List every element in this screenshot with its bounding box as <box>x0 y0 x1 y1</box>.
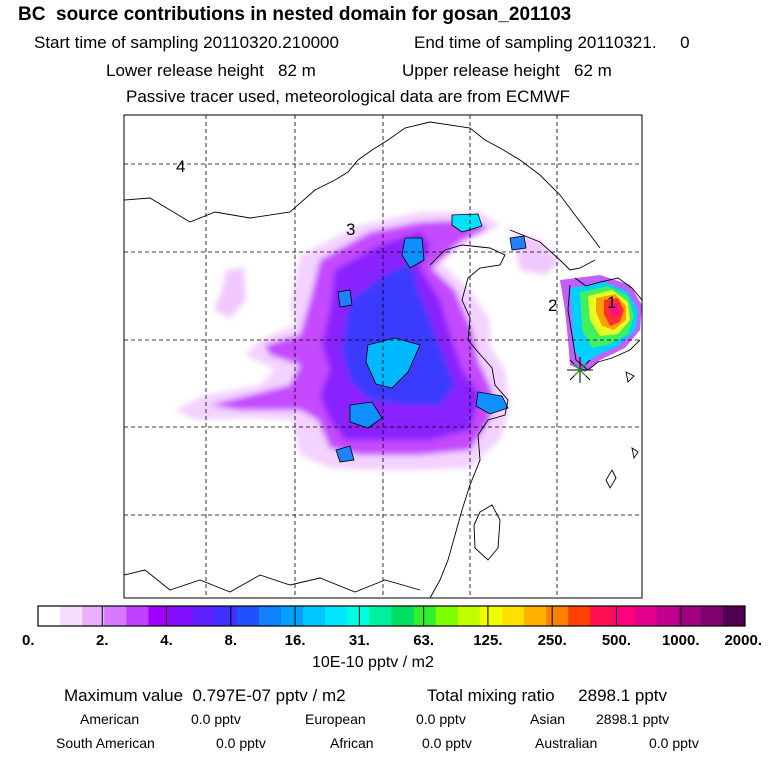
lower-release-height: Lower release height 82 m <box>106 61 316 80</box>
coastline <box>509 229 596 271</box>
coastline <box>631 447 639 460</box>
patch <box>451 213 483 233</box>
region-label-3: 3 <box>346 220 355 239</box>
map-frame <box>123 114 643 599</box>
colorbar-tick-label: 500. <box>601 632 632 649</box>
upper-release-height: Upper release height 62 m <box>402 61 612 80</box>
colorbar-tick-label: 125. <box>473 632 503 649</box>
colorbar-swatch <box>435 606 459 626</box>
colorbar-swatch <box>170 606 194 626</box>
cyan-patches <box>335 213 527 463</box>
total-mixing-ratio: Total mixing ratio 2898.1 pptv <box>427 686 668 705</box>
colorbar-swatch <box>568 606 591 626</box>
colorbar-swatch <box>303 606 326 626</box>
colorbar-swatch <box>590 606 613 626</box>
colorbar-swatch <box>38 606 61 626</box>
plume-west-blob <box>214 268 246 318</box>
australian-value: 0.0 pptv <box>649 735 699 751</box>
colorbar-swatch <box>214 606 238 626</box>
patch <box>509 235 527 251</box>
coastline <box>574 277 642 301</box>
colorbar-swatch <box>325 606 348 626</box>
european-value: 0.0 pptv <box>416 711 466 727</box>
asian-label: Asian <box>530 711 566 727</box>
colorbar-tick-label: 0. <box>22 632 35 649</box>
colorbar-swatch <box>479 606 503 626</box>
colorbar-swatch <box>678 606 702 626</box>
colorbar-swatch <box>457 606 481 626</box>
colorbar-swatch <box>391 606 415 626</box>
plume-field <box>175 212 642 470</box>
chart-title: BC source contributions in nested domain… <box>18 4 572 25</box>
african-value: 0.0 pptv <box>422 735 472 751</box>
african-label: African <box>330 735 374 751</box>
colorbar-tick-label: 31. <box>348 632 370 649</box>
colorbar-swatch <box>281 606 304 626</box>
colorbar-units: 10E-10 pptv / m2 <box>312 654 434 671</box>
patch <box>401 237 425 269</box>
south-american-label: South American <box>56 735 155 751</box>
patch <box>365 337 421 389</box>
colorbar-swatch <box>722 606 746 626</box>
region-label-4: 4 <box>176 157 185 176</box>
colorbar-swatch <box>148 606 172 626</box>
colorbar-tick-label: 63. <box>413 632 435 649</box>
australian-label: Australian <box>535 735 598 751</box>
colorbar-swatch <box>369 606 392 626</box>
south-american-value: 0.0 pptv <box>216 735 266 751</box>
hot-layer <box>609 303 620 318</box>
coastline <box>625 371 635 383</box>
colorbar-frame <box>37 605 746 627</box>
sampling-start: Start time of sampling 20110320.210000 <box>34 33 339 52</box>
tracer-note: Passive tracer used, meteorological data… <box>126 87 571 106</box>
patch <box>349 401 383 429</box>
coastline <box>605 469 617 489</box>
korea-hotspot <box>560 275 642 372</box>
coastline <box>124 121 601 249</box>
colorbar-tick-label: 2. <box>96 632 109 649</box>
coastline <box>473 504 501 561</box>
colorbar-swatch <box>634 606 658 626</box>
colorbar-tick-label: 250. <box>537 632 567 649</box>
colorbar-tick-label: 16. <box>284 632 306 649</box>
colorbar-swatch <box>126 606 149 626</box>
colorbar-swatch <box>501 606 525 626</box>
colorbar-tick-label: 8. <box>224 632 238 649</box>
european-label: European <box>305 711 366 727</box>
colorbar-swatch <box>236 606 260 626</box>
coastline <box>429 244 509 598</box>
grid-lines <box>124 115 642 598</box>
colorbar-swatch <box>546 606 569 626</box>
patch <box>337 289 353 308</box>
region-label-2: 2 <box>548 296 557 315</box>
asian-value: 2898.1 pptv <box>596 711 670 727</box>
sampling-end: End time of sampling 20110321. 0 <box>414 33 690 52</box>
receptor-star-icon <box>567 357 593 383</box>
region-label-1: 1 <box>607 293 616 312</box>
colorbar-swatch <box>82 606 105 626</box>
colorbar-swatch <box>192 606 216 626</box>
colorbar <box>37 605 746 627</box>
colorbar-swatch <box>347 606 370 626</box>
coastlines <box>124 121 642 598</box>
colorbar-swatch <box>656 606 680 626</box>
colorbar-swatch <box>60 606 83 626</box>
colorbar-tick-label: 1000. <box>661 632 700 649</box>
american-label: American <box>80 711 140 727</box>
patch <box>335 445 355 463</box>
colorbar-swatch <box>413 606 437 626</box>
coastline <box>124 569 421 593</box>
american-value: 0.0 pptv <box>191 711 241 727</box>
colorbar-swatch <box>258 606 282 626</box>
patch <box>475 391 509 415</box>
colorbar-swatch <box>612 606 636 626</box>
colorbar-swatch <box>700 606 724 626</box>
colorbar-tick-label: 2000. <box>724 632 762 649</box>
colorbar-swatch <box>104 606 127 626</box>
colorbar-tick-label: 4. <box>160 632 173 649</box>
max-value: Maximum value 0.797E-07 pptv / m2 <box>64 686 346 705</box>
colorbar-swatch <box>524 606 547 626</box>
